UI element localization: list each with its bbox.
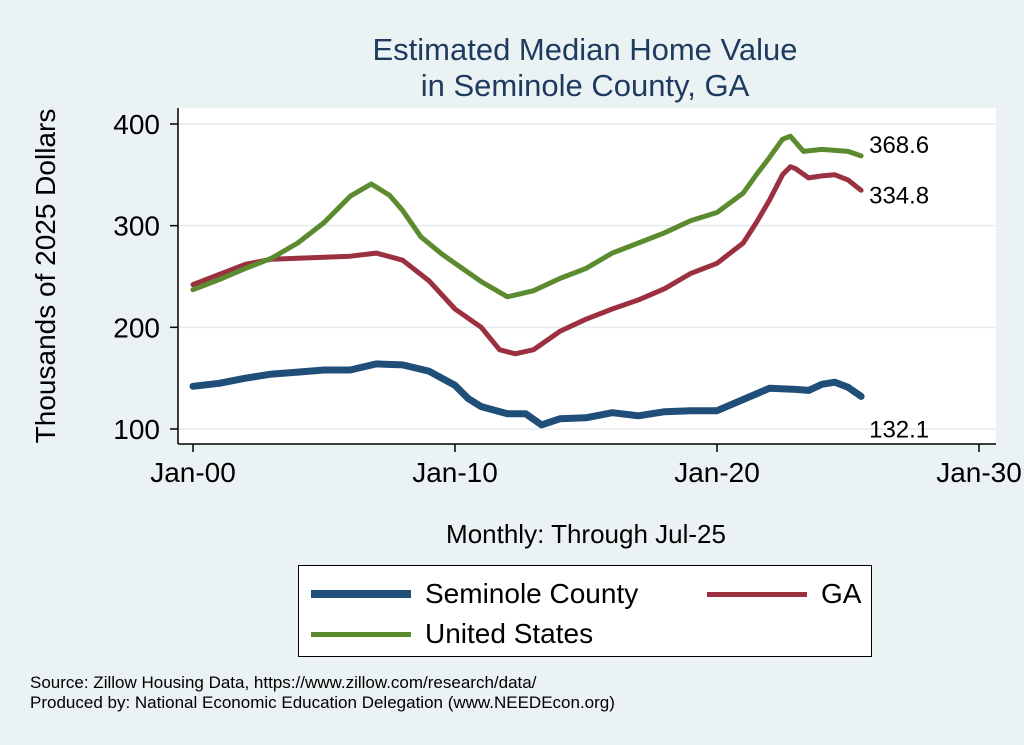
x-tick-label-Jan-10: Jan-10: [412, 457, 498, 488]
chart-title-line1: Estimated Median Home Value: [372, 32, 798, 67]
y-tick-label-400: 400: [113, 109, 160, 140]
series-line-ga: [190, 164, 864, 357]
y-tick-label-300: 300: [113, 211, 160, 242]
legend-swatch-seminole: [311, 590, 411, 598]
y-tick-label-200: 200: [113, 312, 160, 343]
legend-item-seminole: Seminole County: [311, 578, 638, 610]
series-group: [189, 133, 865, 429]
legend-label-ga: GA: [821, 578, 862, 609]
series-line-seminole-county: [189, 360, 865, 429]
x-axis-label: Monthly: Through Jul-25: [446, 519, 726, 549]
produced-by-line: Produced by: National Economic Education…: [30, 693, 615, 712]
legend-item-us: United States: [311, 618, 593, 650]
end-label-united-states: 368.6: [869, 132, 929, 159]
y-axis-label: Thousands of 2025 Dollars: [30, 109, 61, 444]
legend-swatch-us: [311, 631, 411, 637]
legend-label-seminole: Seminole County: [425, 578, 639, 609]
x-tick-label-Jan-00: Jan-00: [150, 457, 236, 488]
legend-item-ga: GA: [707, 578, 861, 610]
source-line: Source: Zillow Housing Data, https://www…: [30, 673, 537, 692]
x-tick-label-Jan-20: Jan-20: [674, 457, 760, 488]
end-label-ga: 334.8: [869, 182, 929, 209]
x-tick-label-Jan-30: Jan-30: [936, 457, 1022, 488]
end-label-seminole-county: 132.1: [869, 416, 929, 443]
legend-label-us: United States: [425, 618, 594, 649]
axes: 100 200 300 400 Jan-00 Jan-10 Jan-20 Jan-30: [113, 108, 1022, 488]
legend-swatch-ga: [707, 591, 807, 597]
y-tick-label-100: 100: [113, 414, 160, 445]
series-line-united-states: [190, 133, 864, 300]
chart-title-line2: in Seminole County, GA: [420, 68, 750, 103]
grid: [178, 123, 996, 430]
plot-area: [178, 108, 996, 444]
end-labels: 132.1 334.8 368.6: [869, 132, 929, 443]
legend: Seminole County GA United States: [298, 565, 872, 657]
